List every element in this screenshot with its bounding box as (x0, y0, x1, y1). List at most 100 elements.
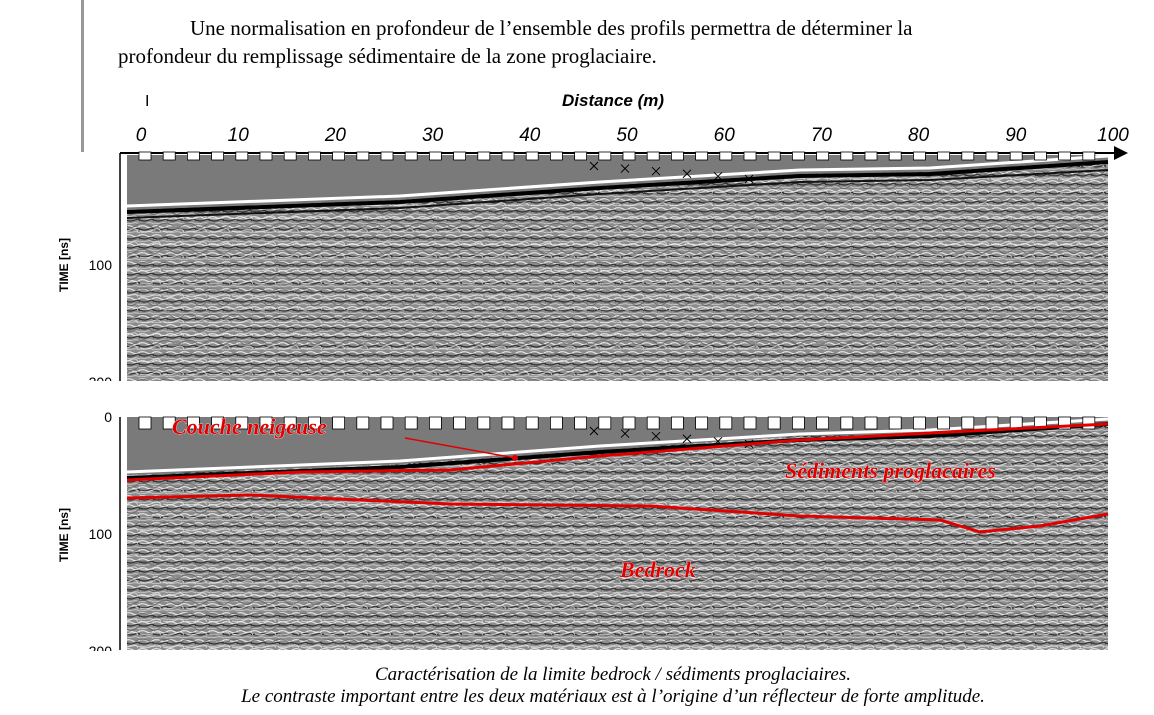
trace-marker (695, 416, 708, 430)
cross-marker (589, 161, 599, 171)
trace-marker (767, 151, 781, 161)
trace-marker (913, 151, 926, 161)
trace-marker (380, 151, 394, 161)
gap (80, 381, 1140, 411)
trace-marker (864, 416, 878, 430)
x-tick-label: 30 (422, 125, 444, 146)
trace-marker (913, 416, 926, 430)
cross-marker (620, 164, 630, 173)
trace-marker (211, 151, 225, 161)
y-tick-label: 100 (89, 526, 113, 542)
x-tick-label: 60 (714, 125, 736, 146)
trace-marker (1082, 151, 1096, 161)
trace-marker (380, 416, 394, 430)
annotation: Bedrock (619, 557, 696, 582)
trace-marker (622, 416, 636, 430)
x-tick-label: 90 (1005, 125, 1027, 146)
trace-marker (501, 151, 515, 161)
trace-marker (985, 416, 999, 430)
x-tick-label: 70 (811, 125, 833, 146)
trace-marker (743, 416, 757, 430)
cross-marker (651, 166, 661, 176)
cross-marker (651, 431, 661, 441)
trace-marker (332, 151, 346, 161)
trace-marker (259, 151, 273, 161)
leader-line (404, 437, 516, 459)
trace-marker (1009, 151, 1023, 161)
caption-line: Caractérisation de la limite bedrock / s… (375, 664, 851, 685)
trace-marker (477, 416, 491, 430)
trace-marker (1058, 151, 1071, 161)
trace-marker (695, 151, 708, 161)
trace-marker (428, 151, 442, 161)
trace-marker (767, 416, 781, 430)
trace-marker (259, 416, 273, 430)
cursor: I (145, 93, 149, 110)
y-label: TIME [ns] (57, 238, 71, 292)
trace-marker (332, 416, 346, 430)
trace-marker (743, 151, 757, 161)
trace-marker (937, 416, 950, 430)
x-ticks: 0 10 20 30 40 50 60 70 80 90 100 (136, 125, 1130, 146)
x-tick-label: 10 (228, 125, 250, 146)
trace-marker (211, 416, 225, 430)
trace-marker (816, 151, 829, 161)
cross-marker (713, 171, 723, 181)
trace-marker (574, 416, 587, 430)
trace-marker (622, 151, 636, 161)
trace-marker (525, 416, 539, 430)
y-label: TIME [ns] (57, 508, 71, 562)
trace-marker (283, 416, 297, 430)
trace-marker (961, 151, 975, 161)
cross-marker (713, 436, 723, 446)
trace-marker (162, 416, 176, 430)
trace-marker (840, 151, 854, 161)
trace-marker (404, 151, 418, 161)
trace-marker (404, 416, 418, 430)
trace-marker (356, 416, 370, 430)
y-tick-label: 0 (104, 409, 112, 425)
trace-marker (307, 416, 321, 430)
trace-marker (646, 416, 660, 430)
trace-marker (937, 151, 950, 161)
cross-marker (682, 169, 692, 179)
trace-marker (598, 416, 612, 430)
trace-marker (550, 416, 563, 430)
trace-marker (719, 151, 733, 161)
axis-arrow (1114, 146, 1128, 160)
markers (138, 416, 1096, 449)
leader-dot (512, 455, 518, 461)
trace-marker (162, 151, 176, 161)
axis-title: Distance (m) (562, 91, 664, 110)
x-tick-label: 50 (616, 125, 638, 146)
trace-marker (138, 416, 152, 430)
annotation: Sédiments proglacaires (785, 458, 996, 483)
trace-marker (138, 151, 152, 161)
paragraph-line: profondeur du remplissage sédimentaire d… (118, 44, 657, 68)
x-tick-label: 40 (519, 125, 541, 146)
cross-marker (744, 174, 754, 184)
trace-marker (888, 151, 902, 161)
trace-marker (719, 416, 733, 430)
x-tick-label: 0 (136, 125, 147, 146)
trace-marker (235, 416, 249, 430)
trace-marker (646, 151, 660, 161)
trace-marker (792, 416, 805, 430)
x-tick-label: 20 (324, 125, 347, 146)
trace-marker (186, 416, 200, 430)
trace-marker (792, 151, 805, 161)
trace-marker (816, 416, 829, 430)
trace-marker (574, 151, 587, 161)
trace-marker (671, 151, 684, 161)
trace-marker (961, 416, 975, 430)
cross-marker (589, 426, 599, 436)
margin-bar (81, 0, 84, 152)
markers (138, 151, 1096, 184)
trace-marker (428, 416, 442, 430)
trace-marker (1034, 151, 1047, 161)
radargram-top (126, 154, 1109, 381)
trace-marker (985, 151, 999, 161)
x-tick-label: 80 (908, 125, 930, 146)
trace-marker (1082, 416, 1096, 430)
